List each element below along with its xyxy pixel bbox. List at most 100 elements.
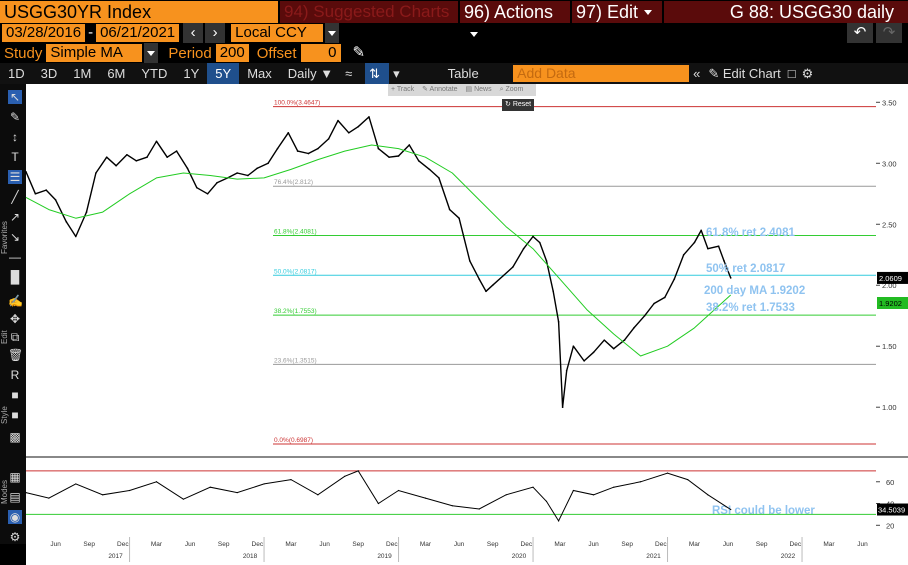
range-1m[interactable]: 1M — [73, 66, 92, 81]
annotate-button[interactable]: ✎ Annotate — [422, 86, 458, 93]
range-6m[interactable]: 6M — [107, 66, 126, 81]
fib-level-label: 0.0%(0.6987) — [274, 437, 313, 444]
undo-icon[interactable]: ↶ — [847, 23, 873, 43]
month-tick-label: Sep — [487, 541, 499, 548]
fibonacci-levels: 100.0%(3.4647) 76.4%(2.812) 61.8%(2.4081) 5… — [273, 100, 876, 445]
favorites-label: Favorites — [0, 221, 9, 254]
add-data-input[interactable]: Add Data — [513, 65, 690, 82]
title-bar: USGG30YR Index 94) Suggested Charts 96) … — [0, 0, 908, 38]
horizontal-line-icon[interactable]: — — [9, 250, 21, 264]
mode-icon[interactable]: ▦ — [9, 470, 21, 484]
edit-menu[interactable]: 97) Edit — [572, 0, 662, 23]
ticker-field[interactable]: USGG30YR Index — [0, 0, 278, 23]
currency-select[interactable]: Local CCY — [231, 24, 324, 42]
price-tick-label: 3.00 — [882, 159, 897, 168]
news-button[interactable]: ▤ News — [465, 86, 492, 93]
ray-tool-icon[interactable]: ↘ — [9, 230, 21, 244]
range-3d[interactable]: 3D — [40, 66, 58, 81]
table-button[interactable]: Table — [447, 66, 479, 81]
study-dropdown[interactable] — [144, 43, 159, 63]
date-bar: 03/28/2016 - 06/21/2021 ‹ › Local CCY ↶ … — [0, 23, 908, 43]
rsi-point — [102, 494, 104, 496]
price-point — [65, 221, 68, 223]
price-point — [448, 208, 451, 211]
mode-icon-3[interactable]: ◉ — [8, 510, 22, 524]
price-point — [545, 260, 548, 262]
copy-tool-icon[interactable]: ⧉ — [10, 330, 20, 344]
rsi-point — [532, 486, 534, 488]
chart-type-dropdown[interactable]: ▾ — [393, 66, 400, 81]
style-fill-icon[interactable]: ▩ — [9, 430, 21, 444]
price-point — [522, 247, 525, 250]
price-point — [438, 177, 440, 179]
move-tool-icon[interactable]: ✥ — [9, 312, 21, 326]
currency-dropdown[interactable] — [325, 23, 340, 43]
line-chart-icon[interactable]: ≈ — [345, 66, 353, 81]
study-select[interactable]: Simple MA — [46, 44, 143, 62]
price-point — [717, 245, 720, 248]
last-ma-label: 1.9202 — [879, 299, 902, 308]
edit-chart-button[interactable]: ✎ Edit Chart — [708, 66, 781, 81]
range-1d[interactable]: 1D — [8, 66, 25, 81]
price-point — [572, 345, 575, 348]
rsi-point — [75, 483, 77, 485]
style-color-icon[interactable]: ■ — [11, 388, 19, 402]
style-line-icon[interactable]: ■ — [11, 408, 19, 422]
price-point — [247, 174, 249, 177]
zoom-label: Zoom — [505, 86, 524, 93]
rsi-point — [48, 497, 50, 499]
rsi-point — [687, 478, 689, 481]
month-tick-label: Mar — [554, 541, 566, 548]
price-point — [538, 241, 541, 244]
brush-tool-icon[interactable]: ✍ — [8, 294, 23, 308]
prev-period-button[interactable]: ‹ — [183, 23, 204, 43]
expand-icon[interactable]: □ — [787, 66, 796, 81]
study-label: Study — [4, 44, 43, 62]
actions-menu[interactable]: 96) Actions — [460, 0, 570, 38]
settings-icon[interactable]: ⚙ — [801, 66, 814, 81]
offset-field[interactable]: 0 — [300, 44, 341, 62]
end-date-field[interactable]: 06/21/2021 — [96, 24, 180, 42]
price-tick-label: 1.00 — [882, 403, 897, 412]
font-icon[interactable]: R — [10, 368, 20, 382]
chart-settings-icon[interactable]: ⚙ — [9, 530, 21, 544]
bar-chart-icon[interactable]: ⇅ — [365, 63, 390, 84]
pencil-icon[interactable]: ✎ — [352, 44, 366, 61]
price-point — [155, 140, 158, 143]
price-point — [633, 327, 635, 329]
pointer-tool-icon[interactable]: ↖ — [8, 90, 22, 104]
reset-button[interactable]: ↻ Reset — [502, 99, 535, 111]
collapse-icon[interactable]: « — [693, 66, 701, 81]
price-point — [729, 277, 732, 279]
track-label: Track — [396, 86, 415, 93]
fib-tool-icon[interactable]: ↕ — [12, 130, 18, 144]
start-date-field[interactable]: 03/28/2016 — [2, 24, 86, 42]
chevron-down-icon — [644, 10, 653, 16]
price-point — [206, 192, 209, 195]
rsi-point — [236, 492, 238, 494]
trend-line-icon[interactable]: ╱ — [11, 190, 19, 204]
delete-icon[interactable]: 🗑 — [8, 348, 24, 362]
range-1y[interactable]: 1Y — [183, 66, 200, 81]
price-point — [196, 186, 198, 189]
range-ytd[interactable]: YTD — [141, 66, 168, 81]
suggested-charts-button[interactable]: 94) Suggested Charts — [280, 0, 458, 23]
pen-tool-icon[interactable]: ✎ — [9, 110, 21, 124]
month-tick-label: Sep — [83, 541, 95, 548]
channel-tool-icon[interactable]: █ — [10, 270, 20, 284]
price-point — [623, 339, 626, 341]
range-5y[interactable]: 5Y — [207, 63, 240, 84]
track-button[interactable]: + Track — [391, 86, 415, 93]
fib-retracement-icon[interactable]: ☰ — [8, 170, 22, 184]
mode-icon-2[interactable]: ▤ — [9, 490, 21, 504]
text-tool-icon[interactable]: T — [11, 150, 19, 164]
period-field[interactable]: 200 — [215, 44, 249, 62]
fib-level-label: 23.6%(1.3515) — [274, 357, 317, 364]
redo-icon[interactable]: ↷ — [876, 23, 902, 43]
next-period-button[interactable]: › — [205, 23, 226, 43]
zoom-button[interactable]: ⌕ Zoom — [499, 86, 524, 93]
price-point — [85, 211, 88, 213]
frequency-select[interactable]: Daily ▼ — [287, 66, 334, 81]
range-max[interactable]: Max — [247, 66, 272, 81]
arrow-tool-icon[interactable]: ↗ — [9, 210, 21, 224]
